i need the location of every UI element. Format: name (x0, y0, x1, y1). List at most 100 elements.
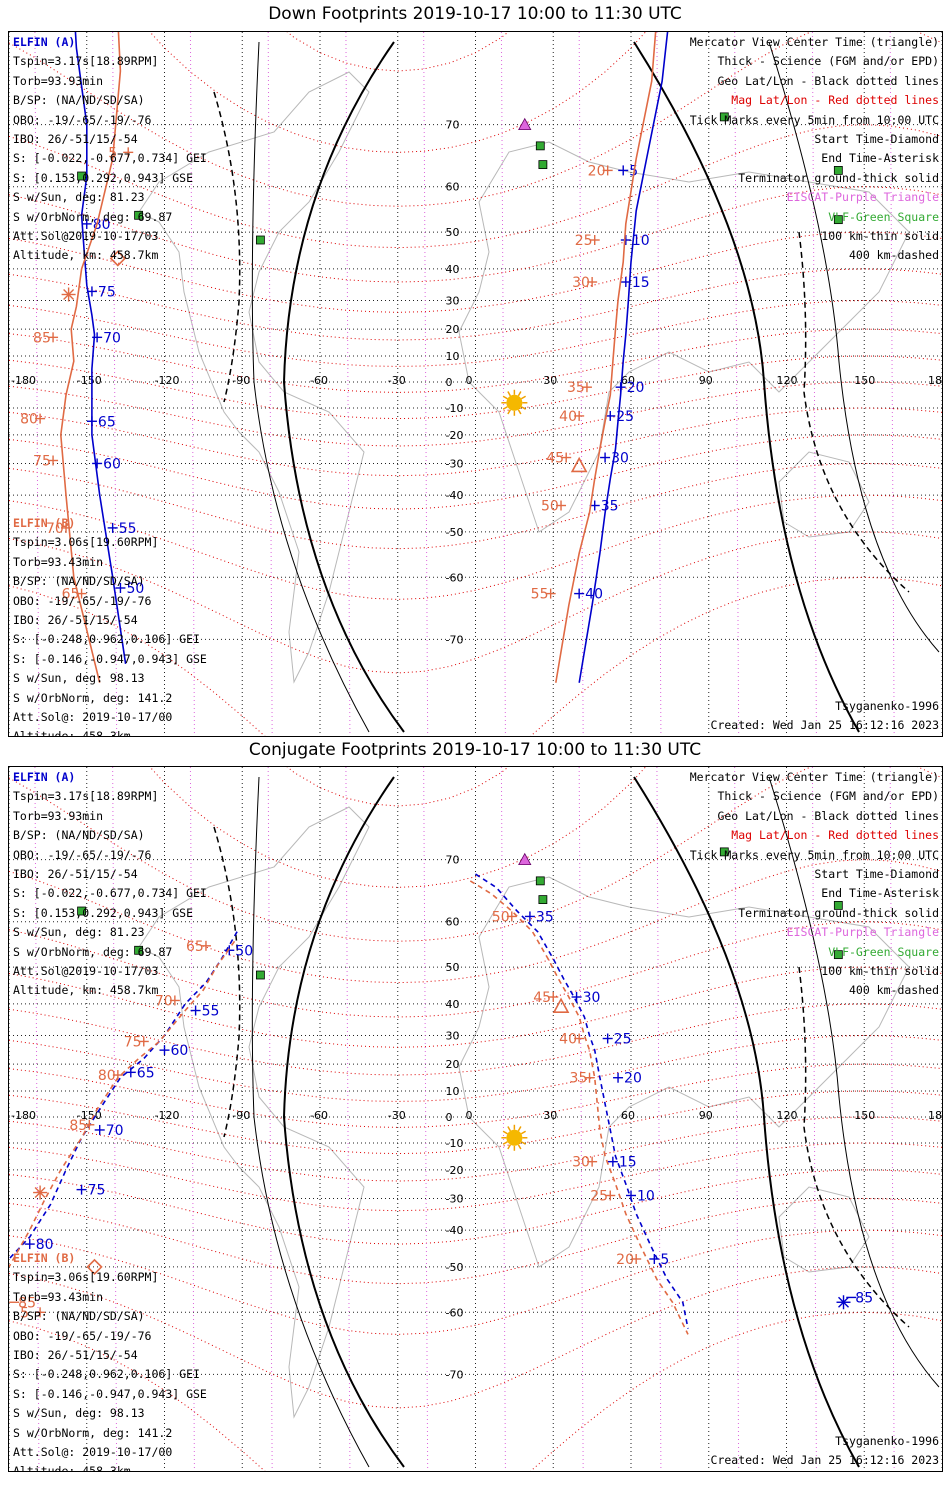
coastline (458, 876, 910, 1268)
mag-lon-gridline (889, 767, 895, 1471)
lat-tick-label: -10 (446, 402, 464, 415)
end-time-asterisk (34, 1187, 46, 1199)
tick-label: 30 (583, 990, 601, 1006)
sun-ray (502, 406, 508, 410)
sun-ray (517, 1144, 522, 1150)
tick-label: 75 (88, 1183, 106, 1199)
map-canvas-conjugate: 706050403020100-10-20-30-40-50-60-70-180… (9, 767, 942, 1471)
mag-lon-gridline (656, 32, 662, 736)
footprint-track-a (475, 873, 689, 1329)
map-panel-conjugate: 70 60 50 40 30 20 10 0 -10 -20 -30 -40 -50 -60 -70 -180… (8, 766, 943, 1472)
vlf-square (719, 847, 729, 857)
mag-lon-gridline (734, 32, 740, 736)
tick-label: 30 (572, 1155, 590, 1171)
tick-label: 40 (559, 409, 577, 425)
lat-tick-label: -70 (446, 1368, 464, 1381)
mag-lat-gridline (9, 355, 942, 420)
mag-lat-gridline (9, 462, 942, 550)
mag-lat-gridline (9, 1034, 942, 1102)
lat-tick-label: -20 (446, 429, 464, 442)
lon-tick-label: -120 (155, 374, 180, 387)
lat-tick-label: 70 (446, 119, 460, 132)
info-line: S: [-0.146,-0.947,0.943] GSE (13, 651, 207, 666)
lat-tick-label: -50 (446, 1261, 464, 1274)
legend-line: 400 km-dashed (848, 248, 939, 263)
lat-tick-label: -10 (446, 1137, 464, 1150)
info-line: B/SP: (NA/ND/SD/SA) (13, 93, 145, 108)
lat-tick-label: 0 (446, 1111, 453, 1124)
tick-label: 55 (531, 587, 549, 603)
panel-title-conjugate: Conjugate Footprints 2019-10-17 10:00 to… (248, 740, 702, 760)
sun-ray (517, 409, 522, 415)
vlf-square (77, 171, 86, 181)
info-line: S w/OrbNorm, deg: 69.87 (13, 944, 173, 959)
info-line: ELFIN (B) (13, 516, 76, 530)
legend-line: End Time-Asterisk (821, 151, 939, 166)
sun-ray (502, 395, 508, 400)
mag-lon-gridline (267, 767, 273, 1471)
credit-down: Tsyganenko-1996 Created: Wed Jan 25 16:12… (711, 697, 939, 736)
legend-line: Start Time-Diamond (814, 867, 939, 882)
tick-label: 35 (567, 380, 585, 396)
eiscat-triangle (518, 117, 532, 131)
legend-line: Mag Lat/Lon - Red dotted lines (731, 828, 939, 843)
info-line: OBO: -19/-65/-19/-76 (13, 847, 152, 862)
vlf-square (833, 215, 843, 225)
tick-label: 75 (124, 1034, 142, 1050)
info-line: Tspin=3.06s[19.60RPM] (13, 1270, 159, 1285)
mag-lon-gridline (578, 32, 584, 736)
tick-label: 25 (575, 233, 593, 249)
mag-lat-gridline (9, 32, 942, 207)
tick-label: 50 (492, 909, 510, 925)
coastline (138, 806, 370, 1419)
footprint-track-b (469, 880, 689, 1335)
legend-line: Terminator ground-thick solid (738, 170, 939, 185)
lon-tick-label: 120 (777, 1109, 798, 1122)
info-line: Altitude: 458.3km (13, 1464, 131, 1472)
tick-label: 15 (619, 1155, 637, 1171)
info-line: S w/Sun, deg: 81.23 (13, 925, 145, 940)
tick-label: 70 (46, 521, 64, 537)
lon-tick-label: -30 (388, 1109, 406, 1122)
lon-tick-label: -120 (155, 1109, 180, 1122)
sun-icon (506, 1129, 523, 1146)
lat-tick-label: -70 (446, 633, 464, 646)
lon-tick-label: -60 (310, 374, 328, 387)
info-line: S: [-0.022,-0.677,0.734] GEI (13, 886, 207, 901)
legend-line: Mercator View Center Time (triangle) (689, 35, 939, 49)
lat-tick-label: 70 (446, 854, 460, 867)
info-line: OBO: -19/-65/-19/-76 (13, 112, 152, 127)
mag-lat-gridline (9, 1090, 942, 1155)
info-line: ELFIN (A) (13, 770, 76, 784)
lat-tick-label: -30 (446, 457, 464, 470)
lat-tick-label: 30 (446, 295, 460, 308)
lon-tick-label: 180 (928, 374, 942, 387)
tick-label: 20 (624, 1071, 642, 1087)
vlf-square (833, 950, 843, 960)
mag-lat-gridline (149, 32, 647, 153)
tick-label: 85 (33, 330, 51, 346)
credit-conjugate: Tsyganenko-1996 Created: Wed Jan 25 16:12… (711, 1432, 939, 1471)
mag-lat-gridline (149, 767, 647, 888)
lat-tick-label: -40 (446, 489, 464, 502)
tick-label: 65 (62, 587, 80, 603)
lat-tick-label: 60 (446, 181, 460, 194)
tick-label: 10 (632, 233, 650, 249)
terminator-line (633, 776, 860, 1468)
lat-tick-label: -30 (446, 1192, 464, 1205)
mag-lon-gridline (889, 32, 895, 736)
tick-label: 65 (137, 1065, 155, 1081)
tick-label: 30 (572, 275, 590, 291)
info-line: B/SP: (NA/ND/SD/SA) (13, 1309, 145, 1324)
map-panel-down: 70 60 50 40 30 20 10 0 -10 -20 -30 -40 -50 -60 -70 -180… (8, 31, 943, 737)
mag-lon-gridline (34, 32, 40, 736)
coastline (458, 141, 910, 533)
terminator-dashed (798, 966, 910, 1328)
mag-lon-gridline (112, 767, 118, 1471)
elfin-b-info-down: ELFIN (B) Tspin=3.06s[19.60RPM] Torb=93.43… (13, 514, 207, 736)
center-time-triangle (570, 456, 588, 473)
lon-tick-label: 150 (854, 1109, 875, 1122)
info-line: S: [-0.248,0.962,0.106] GEI (13, 1367, 200, 1382)
info-line: Created: Wed Jan 25 16:12:16 2023 (710, 1453, 939, 1468)
info-line: B/SP: (NA/ND/SD/SA) (13, 574, 145, 589)
